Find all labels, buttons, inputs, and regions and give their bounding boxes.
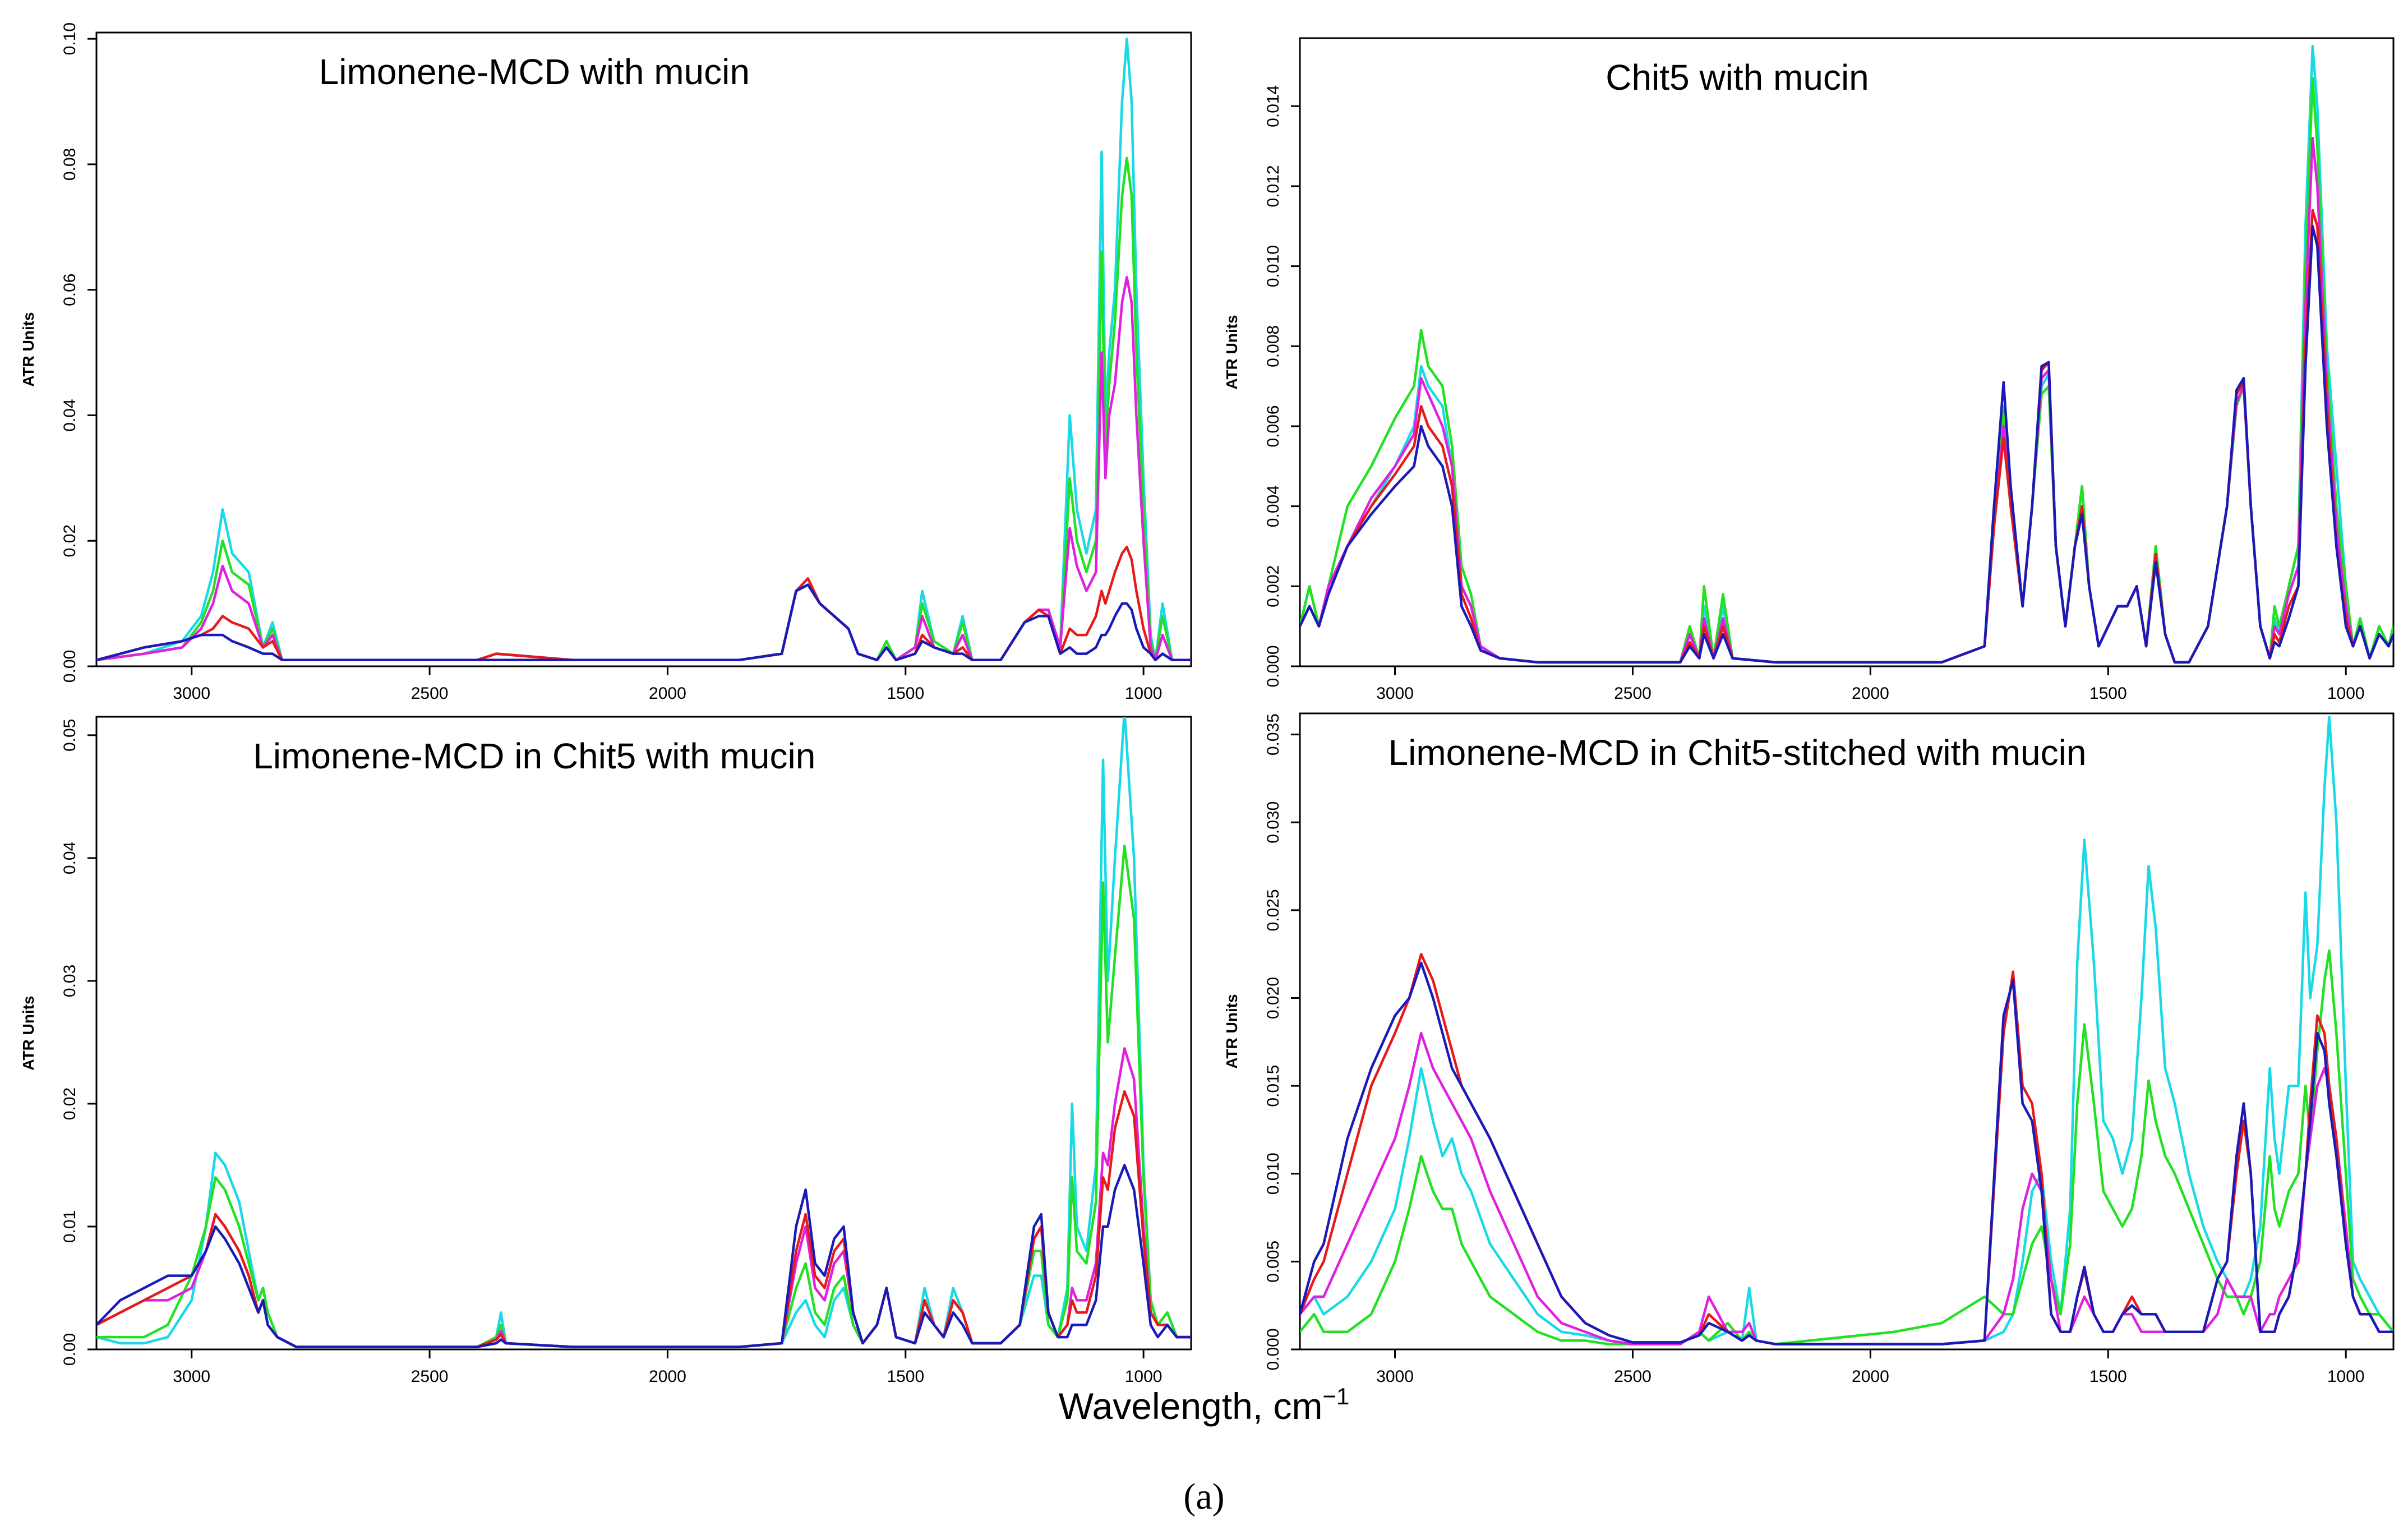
series-group bbox=[96, 717, 1191, 1348]
y-tick-label: 0.02 bbox=[61, 1087, 79, 1120]
y-tick-label: 0.035 bbox=[1264, 713, 1283, 755]
y-tick-label: 0.02 bbox=[61, 524, 79, 557]
x-tick-label: 1500 bbox=[2089, 1367, 2127, 1386]
panel-limonene-mcd-in-chit5-stitched: 3000 2500 2000 1500 1000 0.000 0.005 0.010 0.015… bbox=[1223, 712, 2395, 1386]
series-line-cyan bbox=[1300, 716, 2393, 1345]
y-tick-label: 0.015 bbox=[1264, 1065, 1283, 1107]
x-axis-label: Wavelength, cm−1 bbox=[1059, 1383, 1350, 1427]
plot-frame bbox=[1299, 37, 2395, 667]
plot-frame bbox=[95, 31, 1192, 667]
series-line-magenta bbox=[1300, 137, 2393, 664]
y-tick-label: 0.030 bbox=[1264, 801, 1283, 844]
y-tick-label: 0.020 bbox=[1264, 977, 1283, 1019]
series-line-blue bbox=[96, 1164, 1191, 1348]
series-group bbox=[96, 37, 1191, 662]
y-axis-label: ATR Units bbox=[1223, 315, 1240, 389]
y-axis-label: ATR Units bbox=[1223, 994, 1240, 1068]
x-tick-label: 2500 bbox=[411, 1367, 449, 1386]
y-tick-label: 0.000 bbox=[1264, 1328, 1283, 1370]
x-tick-label: 3000 bbox=[1376, 684, 1414, 703]
chart-title: Limonene-MCD with mucin bbox=[319, 52, 750, 92]
y-tick-label: 0.002 bbox=[1264, 565, 1283, 607]
series-line-cyan bbox=[96, 717, 1191, 1348]
y-tick-label: 0.012 bbox=[1264, 165, 1283, 207]
y-tick-label: 0.04 bbox=[61, 842, 79, 874]
x-tick-label: 1500 bbox=[887, 1367, 924, 1386]
y-axis-label: ATR Units bbox=[20, 996, 37, 1070]
x-tick-label: 2000 bbox=[649, 1367, 686, 1386]
series-line-magenta bbox=[96, 276, 1191, 662]
series-line-green bbox=[96, 156, 1191, 662]
x-tick-label: 1500 bbox=[887, 684, 924, 703]
series-line-cyan bbox=[96, 37, 1191, 662]
y-tick-label: 0.025 bbox=[1264, 889, 1283, 931]
y-tick-label: 0.010 bbox=[1264, 1153, 1283, 1195]
panel-limonene-mcd: 3000 2500 2000 1500 1000 0.00 0.02 0.04 0.06 0.08… bbox=[20, 22, 1192, 703]
y-tick-label: 0.04 bbox=[61, 399, 79, 431]
y-axis-label: ATR Units bbox=[20, 312, 37, 386]
series-group bbox=[1300, 716, 2393, 1345]
series-group bbox=[1300, 45, 2393, 664]
chart-title: Limonene-MCD in Chit5 with mucin bbox=[253, 736, 815, 776]
x-tick-label: 1500 bbox=[2089, 684, 2127, 703]
x-tick-label: 1000 bbox=[1125, 1367, 1163, 1386]
series-line-red bbox=[1300, 209, 2393, 664]
plot-frame bbox=[1299, 712, 2395, 1351]
x-tick-label: 2500 bbox=[1614, 1367, 1652, 1386]
x-tick-label: 3000 bbox=[1376, 1367, 1414, 1386]
x-axis-label-main: Wavelength, cm bbox=[1059, 1385, 1323, 1427]
x-tick-label: 2000 bbox=[1852, 1367, 1889, 1386]
x-tick-label: 2500 bbox=[1614, 684, 1652, 703]
y-tick-label: 0.06 bbox=[61, 274, 79, 306]
x-tick-label: 3000 bbox=[173, 684, 210, 703]
x-tick-label: 1000 bbox=[2327, 684, 2365, 703]
x-tick-label: 3000 bbox=[173, 1367, 210, 1386]
y-tick-label: 0.00 bbox=[61, 1333, 79, 1366]
y-tick-label: 0.005 bbox=[1264, 1241, 1283, 1283]
chart-title: Chit5 with mucin bbox=[1606, 57, 1869, 98]
series-line-blue bbox=[96, 583, 1191, 662]
y-tick-label: 0.03 bbox=[61, 965, 79, 997]
series-line-blue bbox=[1300, 961, 2393, 1345]
x-tick-label: 2000 bbox=[649, 684, 686, 703]
series-line-blue bbox=[1300, 225, 2393, 664]
series-line-green bbox=[1300, 949, 2393, 1345]
series-line-red bbox=[96, 546, 1191, 662]
y-tick-label: 0.014 bbox=[1264, 85, 1283, 127]
figure-caption: (a) bbox=[1183, 1476, 1224, 1517]
panel-chit5: 3000 2500 2000 1500 1000 0.000 0.002 0.004 0.006… bbox=[1223, 37, 2395, 703]
chart-title: Limonene-MCD in Chit5-stitched with muci… bbox=[1388, 732, 2087, 773]
y-tick-label: 0.008 bbox=[1264, 325, 1283, 367]
x-tick-label: 1000 bbox=[1125, 684, 1163, 703]
x-tick-label: 2000 bbox=[1852, 684, 1889, 703]
y-tick-label: 0.00 bbox=[61, 650, 79, 683]
x-tick-label: 1000 bbox=[2327, 1367, 2365, 1386]
panel-limonene-mcd-in-chit5: 3000 2500 2000 1500 1000 0.00 0.01 0.02 0.03 0.04… bbox=[20, 716, 1192, 1386]
y-tick-label: 0.000 bbox=[1264, 645, 1283, 687]
y-tick-label: 0.10 bbox=[61, 22, 79, 55]
series-line-green bbox=[1300, 77, 2393, 664]
plot-frame bbox=[95, 716, 1192, 1351]
y-tick-label: 0.010 bbox=[1264, 245, 1283, 287]
y-tick-label: 0.01 bbox=[61, 1210, 79, 1243]
y-tick-label: 0.05 bbox=[61, 719, 79, 752]
y-tick-label: 0.006 bbox=[1264, 405, 1283, 447]
x-tick-label: 2500 bbox=[411, 684, 449, 703]
y-tick-label: 0.004 bbox=[1264, 485, 1283, 527]
y-tick-label: 0.08 bbox=[61, 148, 79, 181]
x-axis-label-superscript: −1 bbox=[1322, 1383, 1349, 1409]
